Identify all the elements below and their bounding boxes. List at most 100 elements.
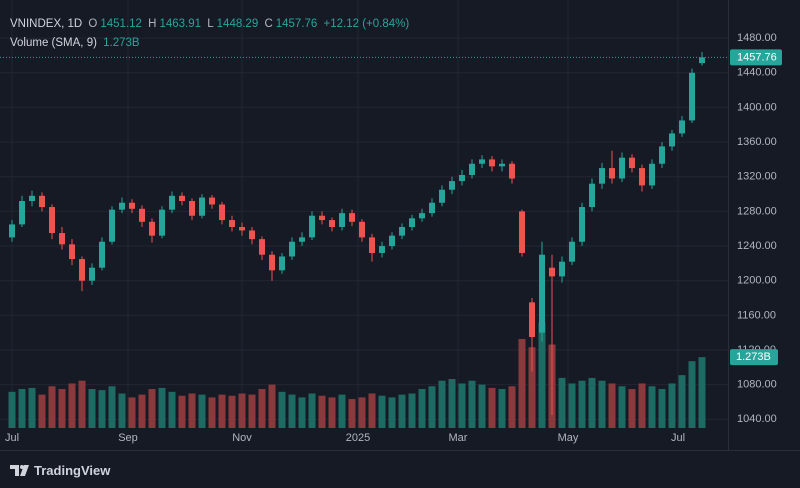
candle-body (569, 241, 575, 262)
y-tick-label: 1360.00 (737, 136, 777, 148)
ohlc-value: 1451.12 (100, 18, 142, 30)
volume-bar (138, 394, 146, 428)
candle-body (389, 235, 395, 247)
x-tick-label: Mar (449, 432, 468, 444)
volume-bar (298, 397, 306, 428)
candle-body (269, 254, 275, 271)
candle-body (609, 168, 615, 179)
volume-bar (168, 391, 176, 428)
volume-value: 1.273B (103, 37, 140, 49)
candle-body (689, 72, 695, 121)
volume-bar (588, 377, 596, 428)
volume-bar (88, 389, 96, 428)
candle-body (619, 157, 625, 179)
candle-body (79, 259, 85, 281)
volume-bar (398, 394, 406, 428)
candle-body (599, 168, 605, 184)
candle-body (229, 220, 235, 227)
candle-body (399, 226, 405, 236)
change: +12.12 (+0.84%) (323, 18, 410, 30)
volume-bar (648, 386, 656, 428)
candle-body (69, 244, 75, 260)
candle-body (49, 207, 55, 234)
legend-price: VNINDEX, 1D O 1451.12 H 1463.91 L 1448.29 C… (10, 18, 412, 30)
candle-body (339, 213, 345, 227)
volume-bar (148, 389, 156, 428)
volume-bar (248, 394, 256, 428)
candle-body (509, 163, 515, 179)
volume-bar (368, 393, 376, 428)
symbol: VNINDEX, 1D (10, 18, 83, 30)
candle-body (679, 120, 685, 134)
volume-bar (228, 395, 236, 428)
candle-body (379, 246, 385, 253)
candle-body (699, 57, 705, 64)
candle-body (159, 209, 165, 236)
x-tick-label: Jul (5, 432, 19, 444)
volume-bar (38, 394, 46, 428)
candle-body (109, 209, 115, 242)
y-tick-label: 1400.00 (737, 101, 777, 113)
volume-title: Volume (SMA, 9) (10, 37, 97, 49)
volume-bar (268, 384, 276, 428)
x-tick-label: Sep (118, 432, 138, 444)
candle-body (119, 202, 125, 210)
candle-body (349, 213, 355, 222)
candle-body (669, 133, 675, 147)
candle-body (559, 261, 565, 277)
volume-bar (358, 397, 366, 428)
candle-body (99, 241, 105, 268)
volume-bar (498, 389, 506, 428)
volume-bar (78, 380, 86, 428)
y-tick-label: 1200.00 (737, 275, 777, 287)
volume-bar (378, 395, 386, 428)
volume-bar (528, 347, 536, 428)
x-tick-label: Jul (671, 432, 685, 444)
ohlc-letter: O (88, 18, 98, 30)
candle-body (579, 207, 585, 242)
candle-body (359, 221, 365, 238)
y-tick-label: 1280.00 (737, 205, 777, 217)
candle-body (29, 195, 35, 202)
volume-bar (698, 357, 706, 428)
volume-bar (518, 338, 526, 428)
y-tick-label: 1320.00 (737, 171, 777, 183)
candle-body (179, 195, 185, 202)
candle-body (539, 254, 545, 333)
y-tick-label: 1240.00 (737, 240, 777, 252)
candle-body (329, 220, 335, 227)
ohlc-value: 1448.29 (216, 18, 259, 30)
last-volume-box (730, 349, 778, 366)
candle-body (409, 218, 415, 227)
candle-body (499, 163, 505, 167)
candle-body (489, 159, 495, 167)
candle-body (89, 267, 95, 281)
brand: TradingView (10, 461, 110, 478)
candle-body (429, 202, 435, 214)
volume-bar (638, 383, 646, 428)
volume-bar (418, 389, 426, 428)
candle-body (39, 195, 45, 208)
candle-body (469, 163, 475, 176)
candle-body (439, 189, 445, 203)
volume-bar (478, 384, 486, 428)
last-price-box (730, 49, 782, 66)
volume-bar (178, 395, 186, 428)
volume-bar (328, 397, 336, 428)
volume-bar (158, 387, 166, 428)
y-tick-label: 1480.00 (737, 32, 777, 44)
candle-body (549, 267, 555, 277)
volume-bar (308, 393, 316, 428)
volume-bar (318, 395, 326, 428)
volume-bar (28, 387, 36, 428)
ohlc-letter: L (207, 18, 214, 30)
volume-bar (288, 394, 296, 428)
candle-body (299, 237, 305, 242)
volume-bar (348, 399, 356, 428)
volume-bar (598, 380, 606, 428)
candle-body (589, 183, 595, 208)
volume-bar (208, 397, 216, 428)
candle-body (519, 211, 525, 253)
candle-body (319, 215, 325, 221)
candle-body (529, 302, 535, 338)
